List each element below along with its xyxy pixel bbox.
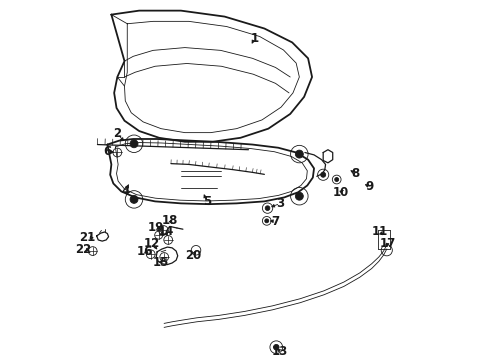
Text: 14: 14: [157, 225, 174, 238]
Text: 2: 2: [113, 127, 121, 140]
Text: 8: 8: [351, 167, 359, 180]
Text: 17: 17: [379, 237, 395, 249]
Text: 11: 11: [371, 225, 387, 238]
Circle shape: [295, 192, 303, 200]
Circle shape: [130, 140, 138, 148]
Text: 20: 20: [185, 248, 202, 261]
Text: 10: 10: [332, 186, 348, 199]
Circle shape: [273, 345, 279, 350]
Text: 7: 7: [271, 215, 279, 228]
Text: 9: 9: [365, 180, 373, 193]
Text: 13: 13: [272, 345, 288, 358]
Text: 15: 15: [153, 256, 169, 269]
Circle shape: [264, 219, 268, 223]
Text: 21: 21: [79, 231, 96, 244]
Text: 12: 12: [144, 237, 160, 249]
Circle shape: [295, 150, 303, 158]
Circle shape: [320, 172, 325, 177]
Circle shape: [130, 195, 138, 203]
Text: 5: 5: [202, 195, 210, 208]
Text: 16: 16: [137, 246, 153, 258]
Text: 22: 22: [75, 243, 91, 256]
Text: 6: 6: [103, 145, 111, 158]
Text: 19: 19: [148, 221, 164, 234]
Circle shape: [264, 206, 269, 211]
Text: 4: 4: [121, 185, 129, 198]
Text: 18: 18: [161, 213, 178, 226]
Circle shape: [334, 177, 338, 181]
Text: 1: 1: [250, 32, 258, 45]
Text: 3: 3: [276, 197, 284, 210]
